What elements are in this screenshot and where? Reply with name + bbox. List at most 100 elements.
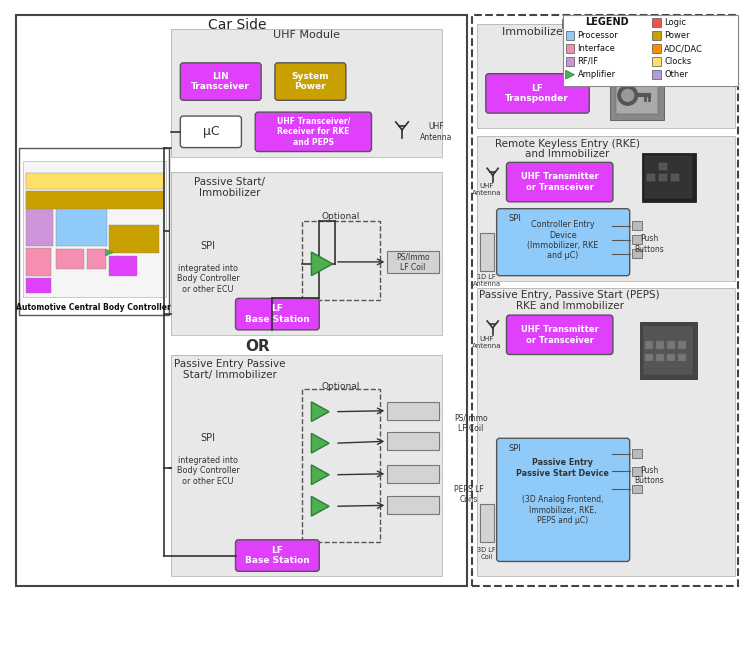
Polygon shape — [106, 249, 114, 256]
Bar — [477, 135, 735, 281]
Bar — [16, 15, 467, 586]
Text: LEGEND: LEGEND — [585, 17, 629, 28]
Bar — [172, 355, 442, 576]
Text: Processor: Processor — [577, 31, 618, 40]
Bar — [172, 355, 442, 576]
Bar — [678, 353, 686, 361]
Text: Optional: Optional — [322, 382, 360, 391]
Text: LF
Base Station: LF Base Station — [244, 546, 309, 565]
Bar — [23, 161, 166, 297]
Bar — [302, 221, 380, 301]
Bar — [610, 75, 664, 120]
Text: Key Fob Side: Key Fob Side — [561, 19, 649, 32]
Bar — [387, 432, 438, 450]
Bar — [667, 353, 675, 361]
Bar — [632, 221, 643, 230]
Bar — [652, 57, 661, 66]
Text: Clocks: Clocks — [664, 57, 692, 66]
Bar — [387, 465, 438, 482]
Bar — [632, 249, 643, 258]
FancyBboxPatch shape — [507, 315, 613, 355]
Text: Amplifier: Amplifier — [577, 70, 615, 79]
Bar — [641, 152, 695, 202]
Bar — [632, 484, 643, 493]
Text: UHF
Antenna: UHF Antenna — [472, 183, 502, 197]
Bar — [109, 226, 159, 253]
Bar — [656, 353, 664, 361]
Bar — [652, 19, 661, 27]
Text: OR: OR — [244, 339, 270, 354]
Text: RF/IF: RF/IF — [577, 57, 598, 66]
Bar — [172, 29, 442, 157]
Bar — [19, 148, 169, 315]
Bar — [652, 70, 661, 79]
Text: Passive Start/: Passive Start/ — [194, 177, 265, 187]
Bar — [480, 233, 493, 271]
Bar — [646, 341, 653, 348]
FancyBboxPatch shape — [496, 439, 629, 561]
Text: LF
Base Station: LF Base Station — [244, 304, 309, 324]
Bar — [565, 57, 574, 66]
Circle shape — [622, 90, 634, 101]
Text: Passive Entry, Passive Start (PEPS): Passive Entry, Passive Start (PEPS) — [479, 290, 660, 301]
Polygon shape — [565, 70, 574, 79]
Bar — [656, 341, 664, 348]
Bar — [172, 29, 442, 157]
Bar — [25, 248, 51, 275]
Bar — [56, 192, 108, 246]
Text: PEPS LF
Coils: PEPS LF Coils — [454, 485, 484, 504]
Text: integrated into
Body Controller
or other ECU: integrated into Body Controller or other… — [177, 264, 239, 293]
Bar — [652, 32, 661, 40]
Text: Remote Keyless Entry (RKE): Remote Keyless Entry (RKE) — [495, 139, 640, 148]
Bar — [477, 25, 735, 128]
Bar — [477, 135, 735, 281]
Text: Passive Entry
Passive Start Device: Passive Entry Passive Start Device — [516, 458, 609, 477]
FancyBboxPatch shape — [275, 63, 346, 100]
Bar — [562, 15, 738, 86]
Text: PS/Immo
LF Coil: PS/Immo LF Coil — [396, 252, 429, 272]
Text: UHF
Antenna: UHF Antenna — [472, 336, 502, 349]
Text: Automotive Central Body Controller: Automotive Central Body Controller — [16, 303, 171, 312]
Bar — [659, 174, 667, 181]
Bar — [172, 172, 442, 335]
Text: UHF Transmitter
or Transceiver: UHF Transmitter or Transceiver — [521, 325, 599, 344]
FancyBboxPatch shape — [496, 209, 629, 275]
Bar — [109, 256, 137, 275]
Bar — [477, 288, 735, 576]
Bar — [387, 251, 438, 273]
Text: μC: μC — [203, 125, 219, 138]
Bar — [643, 326, 692, 375]
Bar — [671, 174, 679, 181]
Text: Interface: Interface — [577, 44, 615, 53]
Text: Immobilizer: Immobilizer — [199, 188, 260, 198]
Bar — [646, 353, 653, 361]
Bar — [25, 277, 51, 293]
Text: SPI: SPI — [201, 241, 215, 251]
Bar — [632, 449, 643, 458]
Polygon shape — [311, 252, 333, 275]
Bar — [616, 81, 658, 114]
Bar — [646, 157, 692, 198]
Text: Passive Entry Passive: Passive Entry Passive — [174, 359, 285, 370]
Bar — [640, 322, 697, 379]
Text: Optional: Optional — [322, 212, 360, 221]
Text: integrated into
Body Controller
or other ECU: integrated into Body Controller or other… — [177, 456, 239, 486]
Bar — [25, 191, 163, 209]
Text: System
Power: System Power — [291, 72, 329, 91]
FancyBboxPatch shape — [255, 112, 372, 152]
Text: Car Side: Car Side — [208, 19, 267, 32]
Bar — [647, 174, 655, 181]
Text: ADC/DAC: ADC/DAC — [664, 44, 703, 53]
Bar — [87, 249, 106, 269]
Polygon shape — [311, 402, 329, 422]
Bar — [302, 389, 380, 542]
Bar — [477, 288, 735, 576]
FancyBboxPatch shape — [181, 63, 261, 100]
Text: UHF Module: UHF Module — [273, 30, 340, 40]
Bar — [667, 341, 675, 348]
Bar — [25, 174, 163, 189]
Bar — [632, 467, 643, 476]
Circle shape — [618, 86, 637, 105]
Text: UHF Transmitter
or Transceiver: UHF Transmitter or Transceiver — [521, 172, 599, 192]
Text: Push
Buttons: Push Buttons — [635, 466, 664, 486]
